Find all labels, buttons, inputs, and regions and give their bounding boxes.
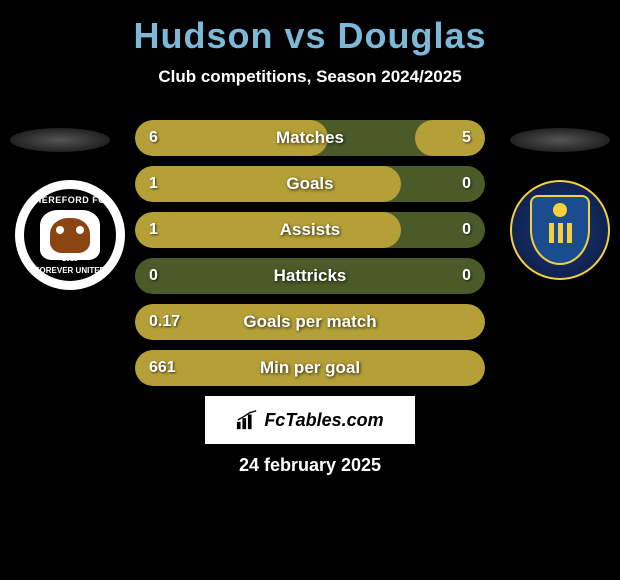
club-badge-left: HEREFORD FC 2015 FOREVER UNITED <box>15 180 125 290</box>
stat-fill-left <box>135 212 401 248</box>
club-badge-right <box>510 180 610 280</box>
stat-value-left: 6 <box>149 129 158 147</box>
stat-label: Goals per match <box>243 312 376 332</box>
chart-icon <box>236 410 258 430</box>
stat-row: 6 5 Matches <box>135 120 485 156</box>
stat-row: 0 0 Hattricks <box>135 258 485 294</box>
stat-value-right: 0 <box>462 221 471 239</box>
stat-value-right: 5 <box>462 129 471 147</box>
page-subtitle: Club competitions, Season 2024/2025 <box>0 67 620 87</box>
stat-value-right: 0 <box>462 175 471 193</box>
stat-row: 0.17 Goals per match <box>135 304 485 340</box>
badge-left-year: 2015 <box>62 256 78 263</box>
stat-row: 661 Min per goal <box>135 350 485 386</box>
badge-left-top-text: HEREFORD FC <box>35 195 106 205</box>
badge-bar-icon <box>549 223 554 243</box>
bull-head-icon <box>50 218 90 253</box>
stats-area: 6 5 Matches 1 0 Goals 1 0 Assists 0 0 Hattricks 0.17… <box>135 120 485 396</box>
club-badge-left-inner: HEREFORD FC 2015 FOREVER UNITED <box>21 186 119 284</box>
badge-left-emblem <box>40 210 100 260</box>
badge-bar-icon <box>567 223 572 243</box>
page-title: Hudson vs Douglas <box>0 0 620 57</box>
stat-label: Min per goal <box>260 358 360 378</box>
watermark: FcTables.com <box>205 396 415 444</box>
stat-value-left: 0 <box>149 267 158 285</box>
player-shadow-left <box>10 128 110 152</box>
stat-value-left: 1 <box>149 175 158 193</box>
badge-left-bottom-text: FOREVER UNITED <box>35 266 106 275</box>
stat-fill-left <box>135 166 401 202</box>
stat-label: Hattricks <box>274 266 347 286</box>
badge-bar-icon <box>558 223 563 243</box>
badge-right-circle-icon <box>553 203 567 217</box>
stat-label: Matches <box>276 128 344 148</box>
stat-value-left: 1 <box>149 221 158 239</box>
footer-date: 24 february 2025 <box>239 455 381 476</box>
club-badge-right-inner <box>530 195 590 265</box>
comparison-container: Hudson vs Douglas Club competitions, Sea… <box>0 0 620 580</box>
stat-value-left: 661 <box>149 359 176 377</box>
stat-fill-right <box>415 120 485 156</box>
stat-row: 1 0 Goals <box>135 166 485 202</box>
stat-label: Goals <box>286 174 333 194</box>
badge-right-bars <box>549 223 572 243</box>
stat-value-right: 0 <box>462 267 471 285</box>
stat-label: Assists <box>280 220 340 240</box>
stat-row: 1 0 Assists <box>135 212 485 248</box>
watermark-text: FcTables.com <box>264 410 383 431</box>
player-shadow-right <box>510 128 610 152</box>
stat-value-left: 0.17 <box>149 313 180 331</box>
